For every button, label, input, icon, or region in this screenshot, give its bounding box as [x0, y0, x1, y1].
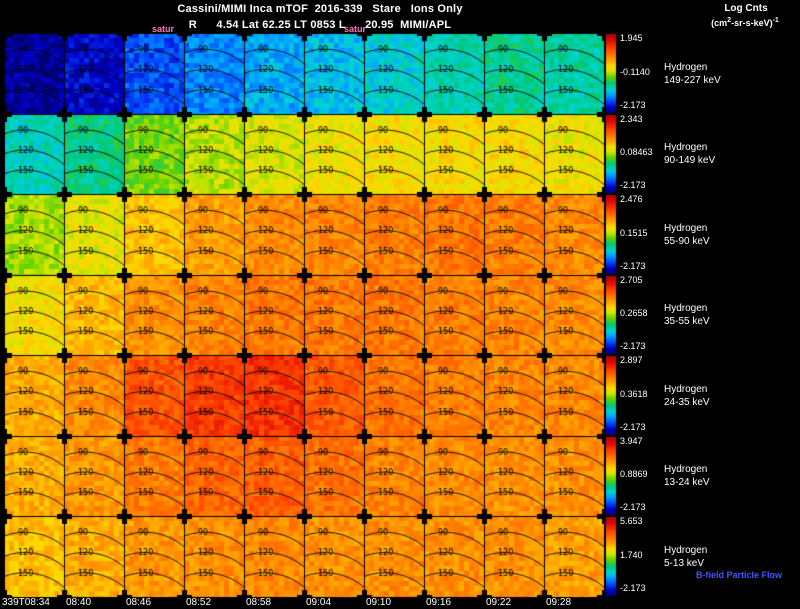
colorbar-min-value: -2.173 — [620, 502, 646, 512]
row-label-species: Hydrogen — [664, 464, 708, 475]
row-label-species: Hydrogen — [664, 142, 708, 153]
colorbar-max-value: 3.947 — [620, 436, 643, 446]
colorbar-mid-value: -0.1140 — [620, 66, 650, 77]
row-label-species: Hydrogen — [664, 303, 708, 314]
colorbar-min-value: -2.173 — [620, 261, 646, 271]
colorbar-mid-value: 0.08463 — [620, 147, 653, 157]
colorbar-min-value: -2.173 — [620, 341, 646, 351]
time-axis-label: 09:22 — [486, 597, 512, 608]
time-axis-label: 08:40 — [66, 597, 92, 608]
saturn-marker-label: satur — [152, 24, 175, 34]
row-label-species: Hydrogen — [664, 222, 708, 234]
time-axis-label: 09:10 — [366, 597, 392, 608]
colorbar-max-value: 2.476 — [620, 194, 643, 204]
row-label-energy: 90-149 keV — [664, 155, 716, 166]
colorbar-max-value: 1.945 — [620, 33, 643, 43]
row-label-species: Hydrogen — [664, 544, 708, 556]
row-label-energy: 55-90 keV — [664, 235, 710, 247]
time-axis-label: 09:04 — [306, 597, 332, 608]
colorbar-min-value: -2.173 — [620, 180, 646, 190]
row-label-species: Hydrogen — [664, 61, 708, 73]
bfield-particle-flow-label: B-field Particle Flow — [696, 570, 783, 580]
units-sup-2: 2 — [727, 17, 732, 24]
colorbar-mid-value: 0.8869 — [620, 469, 648, 479]
time-axis-label: 09:28 — [546, 597, 572, 608]
colorbar-max-value: 2.343 — [620, 114, 643, 124]
row-label-energy: 35-55 keV — [664, 316, 710, 327]
row-label-energy: 13-24 keV — [664, 477, 710, 488]
time-axis-label: 08:46 — [126, 597, 152, 608]
colorbar-max-value: 2.897 — [620, 355, 643, 365]
colorbar-min-value: -2.173 — [620, 422, 646, 432]
colorbar-units: (cm2-sr-s-keV)-1 — [686, 17, 800, 29]
colorbar-title: Log Cnts — [724, 3, 768, 14]
page-title: Cassini/MIMI Inca mTOF 2016-339 Stare Io… — [177, 3, 463, 15]
colorbar-mid-value: 0.3618 — [620, 388, 648, 399]
time-axis-label: 09:16 — [426, 597, 452, 608]
colorbar-mid-value: 0.2658 — [620, 308, 648, 318]
colorbar-max-value: 5.653 — [620, 516, 643, 526]
row-label-species: Hydrogen — [664, 383, 708, 395]
colorbar-mid-value: 1.740 — [620, 549, 643, 560]
units-sup-minus1: -1 — [772, 17, 779, 24]
saturn-marker-label: satur — [344, 24, 367, 34]
colorbar-max-value: 2.705 — [620, 275, 643, 285]
row-label-energy: 5-13 keV — [664, 557, 705, 569]
time-axis-label: 08:58 — [246, 597, 272, 608]
row-label-energy: 149-227 keV — [664, 74, 721, 86]
row-label-energy: 24-35 keV — [664, 396, 710, 408]
colorbar-min-value: -2.173 — [620, 583, 646, 593]
time-axis-label: 08:52 — [186, 597, 212, 608]
colorbar-min-value: -2.173 — [620, 100, 646, 110]
units-prefix: (cm — [711, 18, 728, 28]
units-mid: -sr-s-keV) — [731, 18, 773, 28]
colorbar-mid-value: 0.1515 — [620, 227, 648, 238]
page-subtitle: R 4.54 Lat 62.25 LT 0853 L 20.95 MIMI/AP… — [188, 19, 452, 31]
time-axis-label: 339T08:34 — [2, 597, 50, 608]
